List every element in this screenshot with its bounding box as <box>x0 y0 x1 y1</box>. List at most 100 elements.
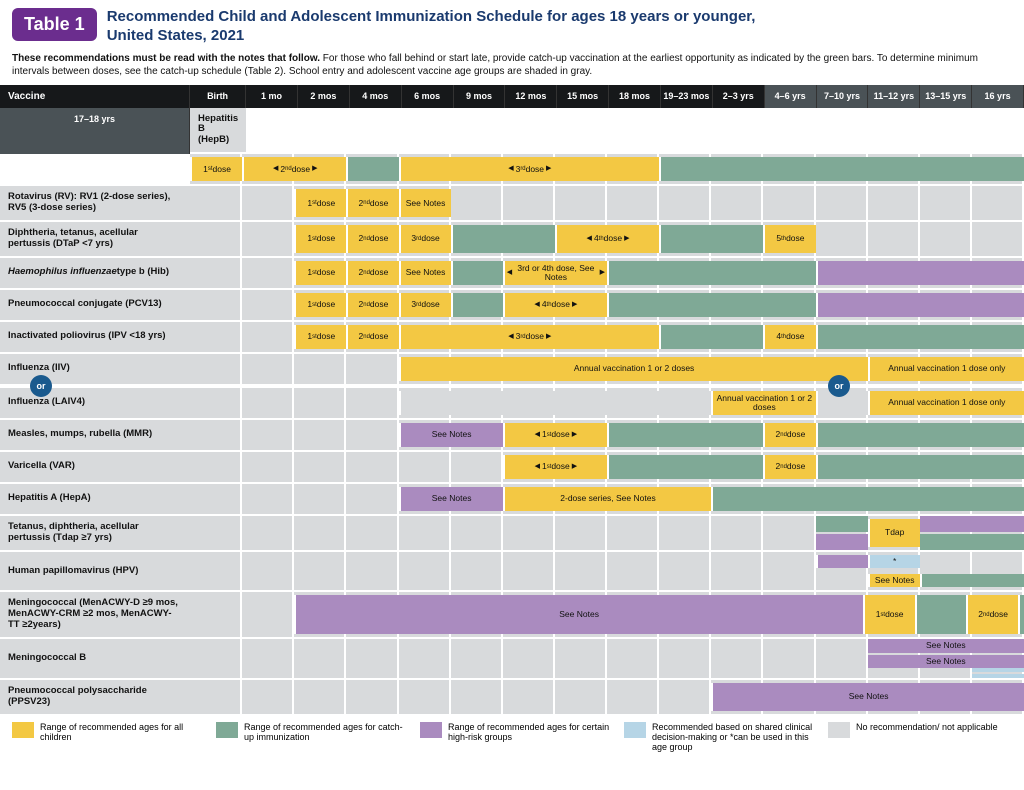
dose-bar: Tdap <box>868 519 920 547</box>
dose-bar <box>816 261 1024 285</box>
table-badge: Table 1 <box>12 8 97 41</box>
col-header-age: 12 mos <box>505 85 557 108</box>
or-badge: or <box>30 375 52 397</box>
dose-bar <box>816 555 868 568</box>
vaccine-row: 1st dose2nd dose3rd dose 4th dose <box>190 322 1024 354</box>
dose-bar: * <box>868 555 920 568</box>
dose-bar <box>451 261 503 285</box>
dose-bar: 3rd or 4th dose, See Notes <box>503 261 607 285</box>
dose-bar: 1st dose <box>294 261 346 285</box>
vaccine-name: Measles, mumps, rubella (MMR) <box>0 420 190 452</box>
vaccine-row: Annual vaccination 1 or 2 dosesAnnual va… <box>190 354 1024 386</box>
dose-bar <box>607 293 816 317</box>
dose-bar: 2nd dose <box>346 261 398 285</box>
col-header-age: 6 mos <box>402 85 454 108</box>
dose-bar: 2nd dose <box>242 157 346 181</box>
legend-swatch <box>216 722 238 738</box>
col-header-age: 16 yrs <box>972 85 1024 108</box>
or-divider: oror <box>0 386 1024 388</box>
vaccine-row: See Notes1st dose2nd dose <box>190 420 1024 452</box>
vaccine-name: Tetanus, diphtheria, acellular pertussis… <box>0 516 190 552</box>
legend-text: Recommended based on shared clinical dec… <box>652 722 814 752</box>
vaccine-name: Pneumococcal conjugate (PCV13) <box>0 290 190 322</box>
dose-bar <box>659 325 763 349</box>
legend-item: Range of recommended ages for all childr… <box>12 722 202 742</box>
dose-bar: Annual vaccination 1 dose only <box>868 391 1024 415</box>
legend-text: No recommendation/ not applicable <box>856 722 998 732</box>
dose-bar: 1st dose <box>863 595 915 634</box>
dose-bar: 1st dose <box>294 325 346 349</box>
dose-bar <box>451 293 503 317</box>
dose-bar <box>816 423 1024 447</box>
dose-bar: 3rd dose <box>399 225 451 253</box>
vaccine-name: Influenza (LAIV4) <box>0 388 190 420</box>
dose-bar <box>607 455 763 479</box>
dose-bar <box>816 325 1024 349</box>
dose-bar: 1st dose <box>190 157 242 181</box>
schedule-table: VaccineBirth1 mo2 mos4 mos6 mos9 mos12 m… <box>0 84 1024 716</box>
dose-bar: 2nd dose <box>346 189 398 217</box>
col-header-age: 4 mos <box>350 85 402 108</box>
dose-bar: 1st dose <box>294 293 346 317</box>
dose-bar <box>451 225 555 253</box>
dose-bar <box>1018 595 1024 634</box>
col-header-age: 15 mos <box>557 85 609 108</box>
legend-text: Range of recommended ages for all childr… <box>40 722 202 742</box>
dose-bar <box>920 534 1024 550</box>
legend: Range of recommended ages for all childr… <box>0 716 1024 758</box>
dose-bar <box>659 157 1024 181</box>
dose-bar: 4th dose <box>763 325 815 349</box>
dose-bar <box>816 534 868 550</box>
col-header-age: Birth <box>190 85 246 108</box>
legend-text: Range of recommended ages for catch-up i… <box>244 722 406 742</box>
dose-bar: 1st dose <box>503 423 607 447</box>
col-header-age: 2 mos <box>298 85 350 108</box>
title-line-1: Recommended Child and Adolescent Immuniz… <box>107 8 756 27</box>
legend-item: Range of recommended ages for catch-up i… <box>216 722 406 742</box>
col-header-age: 2–3 yrs <box>713 85 765 108</box>
vaccine-row: 1st dose2nd dose 3rd dose <box>190 154 1024 186</box>
dose-bar: Annual vaccination 1 or 2 doses <box>399 357 868 381</box>
dose-bar: 3rd dose <box>399 157 660 181</box>
col-header-age: 11–12 yrs <box>868 85 920 108</box>
vaccine-name: Pneumococcal polysaccharide (PPSV23) <box>0 680 190 716</box>
dose-bar: 4th dose <box>503 293 607 317</box>
vaccine-name: Meningococcal B <box>0 639 190 680</box>
vaccine-row: *See Notes <box>190 552 1024 593</box>
dose-bar: 4th dose <box>555 225 659 253</box>
dose-bar <box>399 391 712 415</box>
col-header-age: 1 mo <box>246 85 298 108</box>
dose-bar: 1st dose <box>294 189 346 217</box>
dose-bar: 3rd dose <box>399 325 660 349</box>
col-header-age: 13–15 yrs <box>920 85 972 108</box>
title-line-2: United States, 2021 <box>107 27 756 46</box>
dose-bar <box>920 574 1024 587</box>
legend-swatch <box>624 722 646 738</box>
dose-bar <box>607 261 816 285</box>
dose-bar <box>816 516 868 532</box>
subtitle-bold: These recommendations must be read with … <box>12 53 320 64</box>
vaccine-row: 1st dose2nd dose3rd dose4th dose5th dose <box>190 222 1024 258</box>
subtitle: These recommendations must be read with … <box>0 50 1024 84</box>
dose-bar: 2nd dose <box>966 595 1018 634</box>
dose-bar <box>816 293 1024 317</box>
dose-bar <box>816 455 1024 479</box>
dose-bar: 2nd dose <box>346 325 398 349</box>
dose-bar: See Notes <box>711 683 1024 711</box>
dose-bar: 5th dose <box>763 225 815 253</box>
vaccine-row: See Notes1st dose2nd dose <box>190 592 1024 639</box>
vaccine-row: Annual vaccination 1 or 2 dosesAnnual va… <box>190 388 1024 420</box>
col-header-age: 9 mos <box>454 85 506 108</box>
dose-bar: 1st dose <box>294 225 346 253</box>
vaccine-row: 1st dose2nd doseSee Notes <box>190 186 1024 222</box>
dose-bar <box>659 225 763 253</box>
vaccine-name: Hepatitis B (HepB) <box>190 108 246 155</box>
legend-swatch <box>420 722 442 738</box>
dose-bar: 2nd dose <box>346 293 398 317</box>
vaccine-name: Inactivated poliovirus (IPV <18 yrs) <box>0 322 190 354</box>
col-header-age: 17–18 yrs <box>0 108 190 155</box>
or-badge: or <box>828 375 850 397</box>
dose-bar: See Notes <box>399 487 503 511</box>
legend-text: Range of recommended ages for certain hi… <box>448 722 610 742</box>
vaccine-name: Hepatitis A (HepA) <box>0 484 190 516</box>
